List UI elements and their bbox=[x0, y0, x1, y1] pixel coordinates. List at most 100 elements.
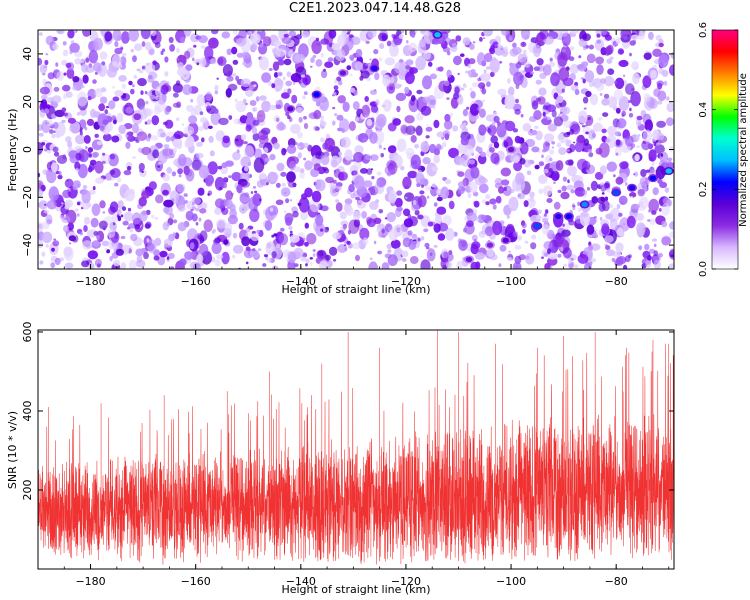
speckle-blob bbox=[128, 80, 133, 86]
snr-x-label: Height of straight line (km) bbox=[281, 583, 430, 596]
speckle-blob bbox=[341, 128, 345, 134]
speckle-blob bbox=[66, 68, 75, 79]
speckle-blob bbox=[130, 233, 138, 242]
chart-title: C2E1.2023.047.14.48.G28 bbox=[288, 1, 462, 16]
speckle-blob bbox=[384, 57, 395, 66]
speckle-blob bbox=[104, 109, 108, 115]
speckle-blob bbox=[563, 132, 571, 138]
speckle-blob bbox=[101, 160, 106, 164]
speckle-blob bbox=[587, 149, 593, 153]
speckle-blob bbox=[281, 147, 287, 156]
speckle-blob bbox=[541, 224, 550, 235]
speckle-blob bbox=[599, 165, 607, 175]
speckle-blob bbox=[616, 121, 623, 128]
speckle-blob bbox=[271, 251, 277, 259]
speckle-blob bbox=[429, 73, 437, 80]
speckle-blob bbox=[192, 57, 195, 62]
speckle-blob bbox=[320, 38, 330, 45]
speckle-blob bbox=[118, 124, 127, 134]
speckle-blob bbox=[606, 134, 617, 149]
speckle-blob bbox=[290, 123, 301, 134]
speckle-blob bbox=[271, 83, 276, 89]
speckle-blob bbox=[576, 64, 584, 70]
speckle-blob bbox=[269, 207, 274, 213]
speckle-blob bbox=[427, 61, 433, 67]
colorbar: 0.0 0.2 0.4 0.6 Normalized spectral amplitu… bbox=[698, 22, 749, 277]
speckle-blob bbox=[502, 120, 508, 125]
speckle-blob bbox=[359, 227, 370, 241]
speckle-blob bbox=[531, 146, 540, 153]
speckle-blob bbox=[295, 34, 302, 40]
speckle-blob bbox=[517, 53, 528, 63]
speckle-blob bbox=[170, 136, 175, 142]
speckle-blob bbox=[157, 165, 161, 168]
speckle-blob bbox=[605, 45, 613, 56]
speckle-blob bbox=[452, 125, 459, 132]
speckle-blob bbox=[422, 75, 432, 90]
speckle-blob bbox=[57, 30, 65, 35]
speckle-blob bbox=[232, 59, 239, 65]
speckle-blob bbox=[141, 170, 144, 173]
speckle-blob bbox=[82, 184, 88, 190]
speckle-blob bbox=[598, 117, 603, 121]
speckle-blob bbox=[294, 166, 301, 173]
speckle-blob bbox=[544, 263, 551, 269]
speckle-blob bbox=[647, 219, 651, 222]
speckle-blob bbox=[173, 147, 177, 153]
speckle-blob bbox=[354, 61, 363, 71]
speckle-blob bbox=[364, 96, 370, 102]
speckle-blob bbox=[66, 210, 69, 214]
speckle-blob bbox=[551, 141, 555, 145]
speckle-blob bbox=[92, 151, 99, 158]
speckle-blob bbox=[500, 179, 510, 186]
speckle-blob bbox=[400, 124, 408, 134]
speckle-blob bbox=[444, 113, 451, 122]
speckle-blob bbox=[367, 30, 377, 39]
speckle-blob bbox=[656, 132, 665, 141]
speckle-blob bbox=[468, 69, 475, 78]
speckle-blob bbox=[370, 154, 379, 162]
feature-point bbox=[313, 91, 320, 98]
speckle-blob bbox=[520, 30, 531, 40]
speckle-blob bbox=[273, 233, 278, 237]
speckle-blob bbox=[408, 42, 417, 53]
speckle-blob bbox=[572, 207, 576, 211]
speckle-blob bbox=[163, 238, 173, 248]
speckle-blob bbox=[167, 252, 175, 259]
speckle-blob bbox=[185, 168, 195, 182]
speckle-blob bbox=[653, 259, 661, 269]
speckle-blob bbox=[198, 217, 202, 222]
speckle-blob bbox=[320, 154, 330, 166]
speckle-blob bbox=[312, 55, 317, 58]
speckle-blob bbox=[130, 49, 134, 53]
speckle-blob bbox=[581, 125, 586, 128]
speckle-blob bbox=[241, 51, 250, 59]
speckle-blob bbox=[278, 99, 283, 104]
speckle-blob bbox=[427, 221, 434, 227]
speckle-blob bbox=[159, 250, 168, 258]
speckle-blob bbox=[190, 33, 200, 43]
speckle-blob bbox=[379, 43, 385, 49]
speckle-blob bbox=[557, 51, 568, 67]
speckle-blob bbox=[374, 72, 380, 81]
speckle-blob bbox=[563, 120, 573, 128]
speckle-blob bbox=[373, 240, 377, 245]
speckle-blob bbox=[303, 142, 309, 149]
speckle-blob bbox=[411, 203, 420, 212]
speckle-blob bbox=[68, 235, 77, 242]
speckle-blob bbox=[562, 247, 572, 259]
speckle-blob bbox=[254, 148, 263, 160]
speckle-blob bbox=[396, 105, 401, 113]
speckle-blob bbox=[590, 180, 599, 191]
speckle-blob bbox=[337, 244, 348, 253]
speckle-blob bbox=[436, 131, 445, 138]
speckle-blob bbox=[470, 166, 480, 179]
speckle-blob bbox=[619, 161, 629, 170]
speckle-blob bbox=[638, 245, 643, 251]
feature-point bbox=[581, 201, 588, 208]
speckle-blob bbox=[146, 119, 152, 125]
speckle-blob bbox=[332, 50, 338, 56]
speckle-blob bbox=[529, 191, 535, 198]
speckle-blob bbox=[101, 61, 106, 66]
speckle-blob bbox=[381, 34, 387, 41]
